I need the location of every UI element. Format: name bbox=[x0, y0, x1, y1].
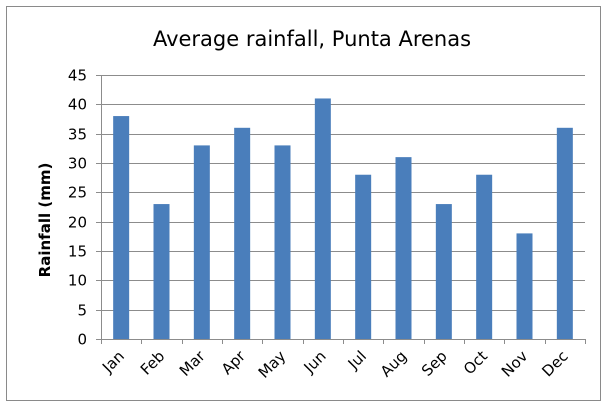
bar-oct bbox=[476, 174, 493, 339]
bar-feb bbox=[153, 204, 170, 339]
y-tick-20: 20 bbox=[68, 214, 87, 232]
chart-title: Average rainfall, Punta Arenas bbox=[153, 27, 471, 51]
x-tick-labels: Jan Feb Mar Apr May Jun Jul Aug Sep Oct Nov Dec bbox=[98, 347, 571, 382]
y-tick-0: 0 bbox=[77, 331, 87, 349]
x-tick-sep: Sep bbox=[418, 347, 451, 380]
x-tick-aug: Aug bbox=[377, 347, 410, 380]
bar-nov bbox=[516, 233, 533, 339]
x-tick-may: May bbox=[255, 347, 290, 382]
y-axis-label: Rainfall (mm) bbox=[36, 163, 54, 278]
y-tick-15: 15 bbox=[68, 243, 87, 261]
y-tick-labels: 0 5 10 15 20 25 30 35 40 45 bbox=[68, 67, 87, 349]
x-tick-oct: Oct bbox=[460, 347, 491, 378]
bar-aug bbox=[395, 157, 412, 339]
axes bbox=[96, 75, 586, 344]
bar-may bbox=[274, 145, 291, 339]
bar-dec bbox=[556, 127, 573, 339]
y-tick-5: 5 bbox=[77, 302, 87, 320]
bar-mar bbox=[193, 145, 210, 339]
x-tick-feb: Feb bbox=[137, 347, 169, 379]
bar-jun bbox=[314, 98, 331, 339]
y-tick-10: 10 bbox=[68, 272, 87, 290]
bar-jan bbox=[113, 116, 130, 339]
x-tick-jul: Jul bbox=[344, 347, 370, 373]
bars bbox=[113, 98, 573, 339]
x-tick-jun: Jun bbox=[300, 347, 330, 377]
y-tick-40: 40 bbox=[68, 96, 87, 114]
bar-apr bbox=[234, 127, 251, 339]
x-tick-mar: Mar bbox=[176, 347, 209, 380]
y-tick-45: 45 bbox=[68, 67, 87, 85]
chart-frame bbox=[6, 6, 601, 401]
x-tick-dec: Dec bbox=[538, 347, 571, 380]
x-tick-apr: Apr bbox=[218, 347, 250, 379]
y-tick-30: 30 bbox=[68, 155, 87, 173]
bar-sep bbox=[435, 204, 452, 339]
bar-jul bbox=[355, 174, 372, 339]
x-tick-jan: Jan bbox=[98, 347, 128, 377]
x-tick-nov: Nov bbox=[498, 347, 532, 381]
gridlines bbox=[101, 75, 585, 311]
y-tick-25: 25 bbox=[68, 184, 87, 202]
y-tick-35: 35 bbox=[68, 126, 87, 144]
